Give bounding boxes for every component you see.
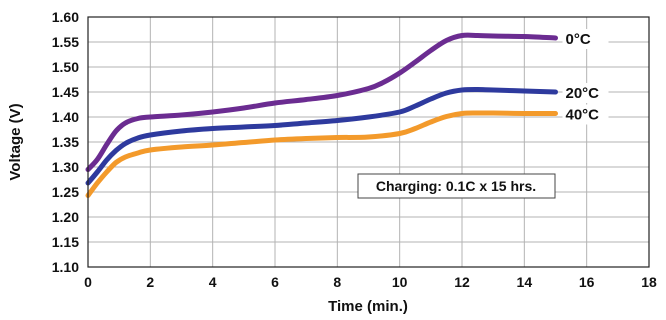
series-label-bg: [562, 29, 609, 49]
y-tick-label: 1.55: [52, 34, 79, 50]
x-tick-label: 6: [271, 274, 279, 290]
y-axis-title: Voltage (V): [7, 103, 24, 180]
y-tick-label: 1.25: [52, 184, 79, 200]
series-lines: [85, 32, 558, 198]
y-tick-labels: 1.10 1.15 1.20 1.25 1.30 1.35 1.40 1.45 1.50 1.55…: [52, 9, 79, 275]
annotation-text: Charging: 0.1C x 15 hrs.: [376, 178, 536, 194]
x-tick-label: 14: [517, 274, 533, 290]
x-tick-label: 18: [641, 274, 657, 290]
y-tick-label: 1.35: [52, 134, 79, 150]
x-tick-label: 4: [209, 274, 217, 290]
y-tick-label: 1.45: [52, 84, 79, 100]
y-tick-label: 1.50: [52, 59, 79, 75]
series-label-1: 20°C: [566, 85, 600, 102]
x-tick-label: 2: [146, 274, 154, 290]
annotation-box: Charging: 0.1C x 15 hrs.: [357, 173, 556, 199]
y-tick-label: 1.15: [52, 234, 79, 250]
series-label-bg: [562, 104, 609, 125]
x-tick-label: 16: [579, 274, 595, 290]
plot-frame: [87, 16, 650, 268]
series-line-2: [85, 110, 558, 198]
series-label-2: 40°C: [566, 107, 600, 124]
x-tick-label: 0: [84, 274, 92, 290]
series-line-1: [85, 86, 558, 186]
series-label-0: 0°C: [566, 31, 591, 48]
y-tick-label: 1.10: [52, 259, 79, 275]
series-line-0: [85, 32, 558, 172]
x-tick-label: 8: [333, 274, 341, 290]
series-labels: 0°C 20°C 40°C: [562, 29, 609, 125]
series-label-bg: [562, 83, 609, 103]
annotation-frame: [357, 173, 556, 199]
y-tick-label: 1.40: [52, 109, 79, 125]
y-tick-label: 1.20: [52, 209, 79, 225]
x-tick-label: 12: [454, 274, 470, 290]
y-tick-label: 1.60: [52, 9, 79, 25]
x-axis-title: Time (min.): [328, 298, 408, 315]
x-tick-labels: 0 2 4 6 8 10 12 14 16 18: [84, 274, 657, 290]
x-tick-label: 10: [392, 274, 408, 290]
y-tick-label: 1.30: [52, 159, 79, 175]
